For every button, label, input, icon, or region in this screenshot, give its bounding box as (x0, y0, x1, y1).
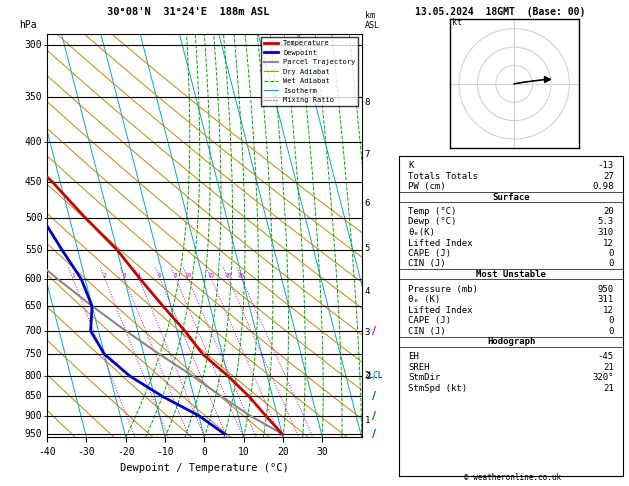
Text: 2: 2 (365, 372, 370, 382)
Text: 0: 0 (608, 316, 614, 325)
Text: 320°: 320° (593, 373, 614, 382)
Text: 600: 600 (25, 274, 43, 284)
Text: 400: 400 (25, 138, 43, 147)
Text: Surface: Surface (493, 193, 530, 202)
Text: 12: 12 (603, 239, 614, 247)
Text: 450: 450 (25, 177, 43, 187)
X-axis label: Dewpoint / Temperature (°C): Dewpoint / Temperature (°C) (120, 463, 289, 473)
Text: /: / (372, 326, 376, 336)
Text: 13.05.2024  18GMT  (Base: 00): 13.05.2024 18GMT (Base: 00) (415, 7, 585, 17)
Text: 20: 20 (224, 273, 231, 278)
Text: 4: 4 (137, 273, 140, 278)
Text: Hodograph: Hodograph (487, 337, 535, 346)
Text: 650: 650 (25, 301, 43, 311)
Text: 21: 21 (603, 363, 614, 372)
Text: 2: 2 (103, 273, 106, 278)
Text: Most Unstable: Most Unstable (476, 270, 546, 278)
Text: CIN (J): CIN (J) (408, 327, 446, 336)
Text: -45: -45 (598, 352, 614, 362)
Text: 6: 6 (158, 273, 162, 278)
Text: Mixing Ratio (g/kg): Mixing Ratio (g/kg) (401, 212, 410, 300)
Text: Temp (°C): Temp (°C) (408, 207, 457, 216)
Text: θₑ (K): θₑ (K) (408, 295, 440, 304)
Text: 350: 350 (25, 92, 43, 103)
Text: StmDir: StmDir (408, 373, 440, 382)
Text: © weatheronline.co.uk: © weatheronline.co.uk (464, 473, 561, 482)
Text: hPa: hPa (19, 20, 36, 30)
Text: 850: 850 (25, 391, 43, 401)
Text: Lifted Index: Lifted Index (408, 239, 473, 247)
Text: 550: 550 (25, 244, 43, 255)
Text: 7: 7 (365, 150, 370, 159)
Text: Pressure (mb): Pressure (mb) (408, 285, 478, 294)
Text: Lifted Index: Lifted Index (408, 306, 473, 315)
Text: 950: 950 (25, 429, 43, 439)
Text: 0: 0 (608, 260, 614, 268)
Text: 950: 950 (598, 285, 614, 294)
Text: 25: 25 (238, 273, 245, 278)
Text: 0: 0 (608, 327, 614, 336)
Text: CIN (J): CIN (J) (408, 260, 446, 268)
Text: K: K (408, 161, 414, 170)
Text: Totals Totals: Totals Totals (408, 172, 478, 181)
Text: 5: 5 (365, 244, 370, 253)
Legend: Temperature, Dewpoint, Parcel Trajectory, Dry Adiabat, Wet Adiabat, Isotherm, Mi: Temperature, Dewpoint, Parcel Trajectory… (261, 37, 358, 106)
Text: 3: 3 (365, 328, 370, 337)
Text: 8: 8 (174, 273, 177, 278)
Text: CAPE (J): CAPE (J) (408, 316, 452, 325)
Text: 311: 311 (598, 295, 614, 304)
Text: 2LCL: 2LCL (365, 371, 383, 381)
Text: 8: 8 (365, 98, 370, 106)
Text: 6: 6 (365, 199, 370, 208)
Text: 800: 800 (25, 371, 43, 381)
Text: 3: 3 (123, 273, 126, 278)
Text: 15: 15 (207, 273, 214, 278)
Text: 4: 4 (365, 287, 370, 295)
Text: 27: 27 (603, 172, 614, 181)
Text: EH: EH (408, 352, 419, 362)
Text: StmSpd (kt): StmSpd (kt) (408, 383, 467, 393)
Text: 0.98: 0.98 (593, 182, 614, 191)
Text: /: / (372, 371, 376, 381)
Text: θₑ(K): θₑ(K) (408, 228, 435, 237)
Text: 5.3: 5.3 (598, 217, 614, 226)
Text: 20: 20 (603, 207, 614, 216)
Text: 10: 10 (184, 273, 191, 278)
Text: 900: 900 (25, 411, 43, 421)
Text: 21: 21 (603, 383, 614, 393)
Text: 1: 1 (71, 273, 75, 278)
Text: 300: 300 (25, 40, 43, 51)
Text: km
ASL: km ASL (365, 11, 380, 30)
Text: /: / (372, 391, 376, 401)
Text: SREH: SREH (408, 363, 430, 372)
Text: 1: 1 (365, 416, 370, 425)
Text: 310: 310 (598, 228, 614, 237)
Text: kt: kt (452, 18, 462, 27)
Text: 700: 700 (25, 326, 43, 336)
Text: /: / (372, 429, 376, 439)
Text: PW (cm): PW (cm) (408, 182, 446, 191)
Text: 30°08'N  31°24'E  188m ASL: 30°08'N 31°24'E 188m ASL (108, 7, 270, 17)
Text: Dewp (°C): Dewp (°C) (408, 217, 457, 226)
Text: 0: 0 (608, 249, 614, 258)
Text: 750: 750 (25, 349, 43, 359)
Text: 500: 500 (25, 212, 43, 223)
Text: /: / (372, 411, 376, 421)
Text: 12: 12 (603, 306, 614, 315)
Text: CAPE (J): CAPE (J) (408, 249, 452, 258)
Text: -13: -13 (598, 161, 614, 170)
